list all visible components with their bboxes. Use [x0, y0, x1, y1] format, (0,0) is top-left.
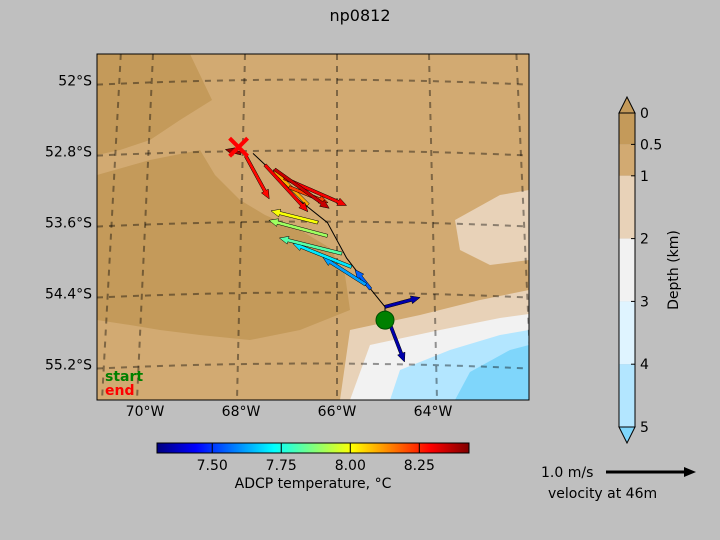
longitude-tick-label: 70°W: [126, 404, 165, 420]
velocity-key-caption: velocity at 46m: [548, 486, 657, 502]
velocity-arrow: [268, 218, 329, 238]
temperature-colorbar-label: ADCP temperature, °C: [235, 476, 392, 492]
temperature-tick-label: 7.75: [266, 458, 297, 474]
longitude-tick-label: 68°W: [222, 404, 261, 420]
start-marker: [375, 310, 395, 330]
depth-tick-label: 0.5: [640, 137, 662, 153]
latitude-gridline: [97, 149, 529, 157]
depth-colorbar-band: [619, 113, 635, 145]
velocity-arrow: [270, 208, 319, 225]
depth-colorbar-extend-bottom: [618, 426, 636, 445]
temperature-colorbar: 7.50 7.75 8.00 8.25 ADCP temperature, °C: [156, 442, 470, 492]
latitude-tick-label: 53.6°S: [45, 216, 92, 232]
longitude-gridline: [428, 54, 438, 400]
depth-colorbar-band: [619, 175, 635, 239]
latitude-tick-label: 54.4°S: [45, 287, 92, 303]
land-mass-central: [97, 150, 350, 340]
latitude-gridline: [97, 362, 529, 370]
latitude-tick-labels: 52°S 52.8°S 53.6°S 54.4°S 55.2°S: [45, 74, 92, 374]
longitude-gridline: [136, 54, 154, 400]
depth-tick-label: 1: [640, 169, 649, 185]
longitude-gridline: [101, 54, 122, 400]
velocity-arrow: [384, 295, 421, 309]
velocity-key-value: 1.0 m/s: [541, 465, 593, 481]
temperature-tick-labels: 7.50 7.75 8.00 8.25: [197, 443, 435, 474]
velocity-arrow: [273, 167, 330, 209]
temperature-tick-label: 8.00: [335, 458, 366, 474]
depth-colorbar-band: [619, 301, 635, 365]
temperature-tick-label: 7.50: [197, 458, 228, 474]
deep-water-2: [455, 345, 529, 400]
longitude-tick-labels: 70°W 68°W 66°W 64°W: [126, 404, 453, 420]
depth-colorbar-frame: [618, 112, 636, 428]
longitude-tick-label: 66°W: [318, 404, 357, 420]
depth-tick-label: 4: [640, 357, 649, 373]
legend-start: start: [105, 369, 143, 385]
latitude-tick-label: 52°S: [58, 74, 92, 90]
velocity-arrow: [244, 154, 270, 200]
depth-colorbar: 0 0.5 1 2 3 4 5: [618, 95, 662, 445]
latitude-gridline: [97, 78, 529, 86]
depth-colorbar-extend-top: [618, 95, 636, 114]
longitude-tick-label: 64°W: [414, 404, 453, 420]
depth-tick-label: 5: [640, 420, 649, 436]
end-marker: [228, 136, 250, 158]
depth-tick-label: 2: [640, 232, 649, 248]
latitude-tick-label: 55.2°S: [45, 358, 92, 374]
latitude-tick-label: 52.8°S: [45, 145, 92, 161]
depth-tick-label: 3: [640, 294, 649, 310]
depth-colorbar-band: [619, 364, 635, 427]
velocity-arrow: [283, 176, 348, 206]
chart-title: np0812: [329, 6, 390, 25]
velocity-key-arrow-head: [684, 467, 696, 477]
velocity-key: 1.0 m/s velocity at 46m: [541, 465, 696, 502]
legend-end: end: [105, 383, 134, 399]
longitude-gridline: [515, 54, 529, 356]
shelf-break-light: [455, 190, 529, 265]
start-end-markers: [228, 136, 395, 330]
velocity-arrow: [263, 163, 309, 213]
velocity-arrow: [354, 269, 373, 291]
longitude-gridline: [236, 54, 246, 400]
map-panel: 52°S 52.8°S 53.6°S 54.4°S 55.2°S 70°W 68°W 66°…: [45, 53, 530, 420]
temperature-colorbar-gradient: [156, 442, 470, 454]
land-mass-north: [97, 54, 212, 155]
temperature-tick-label: 8.25: [404, 458, 435, 474]
depth-colorbar-band: [619, 238, 635, 302]
map-frame: [96, 53, 530, 401]
depth-colorbar-label: Depth (km): [666, 230, 682, 310]
latitude-gridline: [97, 291, 529, 299]
velocity-arrow: [278, 236, 343, 256]
depth-tick-label: 0: [640, 106, 649, 122]
depth-colorbar-band: [619, 144, 635, 176]
